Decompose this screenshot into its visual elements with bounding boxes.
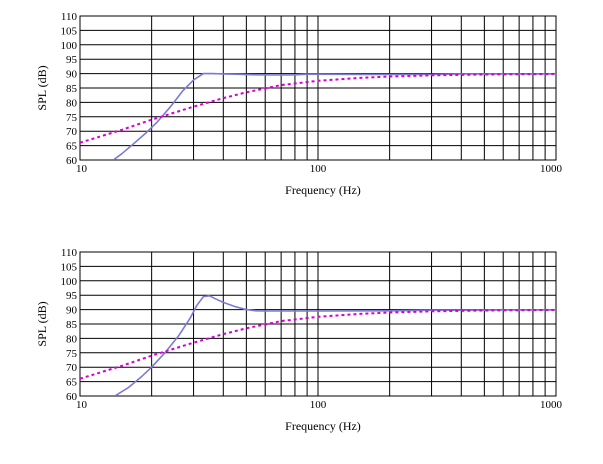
- x-tick-label: 1000: [540, 399, 563, 411]
- plot-frame: [79, 15, 557, 161]
- y-tick-label: 105: [61, 261, 78, 273]
- y-axis-label: SPL (dB): [35, 301, 49, 346]
- y-tick-label: 60: [66, 155, 78, 167]
- x-axis-label: Frequency (Hz): [285, 183, 361, 197]
- y-tick-label: 75: [66, 348, 78, 360]
- x-tick-label: 1000: [540, 163, 563, 175]
- x-tick-label: 100: [310, 163, 327, 175]
- y-tick-label: 70: [66, 362, 78, 374]
- y-tick-label: 110: [61, 11, 78, 23]
- x-tick-label: 10: [76, 163, 88, 175]
- grid: [79, 15, 557, 161]
- chart-panel-top: Frequency (Hz) SPL (dB) 60 65 70 75 80 85 90 95…: [35, 11, 563, 197]
- y-axis-label: SPL (dB): [35, 65, 49, 110]
- y-tick-label: 90: [66, 305, 78, 317]
- y-tick-label: 65: [66, 377, 78, 389]
- y-tick-label: 65: [66, 141, 78, 153]
- series-line-solid: [112, 72, 556, 160]
- series-line-solid: [114, 295, 556, 396]
- y-tick-label: 95: [66, 290, 78, 302]
- grid: [79, 251, 557, 397]
- chart-panel-bottom: Frequency (Hz) SPL (dB) 60 65 70 75 80 85 90 95…: [35, 247, 563, 433]
- y-tick-label: 90: [66, 69, 78, 81]
- x-axis-label: Frequency (Hz): [285, 419, 361, 433]
- y-tick-label: 75: [66, 112, 78, 124]
- plot-frame: [79, 251, 557, 397]
- y-tick-label: 100: [61, 40, 78, 52]
- x-tick-label: 100: [310, 399, 327, 411]
- y-tick-label: 85: [66, 83, 78, 95]
- x-tick-label: 10: [76, 399, 88, 411]
- y-tick-label: 85: [66, 319, 78, 331]
- y-tick-label: 100: [61, 276, 78, 288]
- y-tick-label: 80: [66, 97, 78, 109]
- y-tick-label: 60: [66, 391, 78, 403]
- y-tick-label: 105: [61, 25, 78, 37]
- y-tick-label: 80: [66, 333, 78, 345]
- y-tick-label: 70: [66, 126, 78, 138]
- y-tick-label: 110: [61, 247, 78, 259]
- y-tick-label: 95: [66, 54, 78, 66]
